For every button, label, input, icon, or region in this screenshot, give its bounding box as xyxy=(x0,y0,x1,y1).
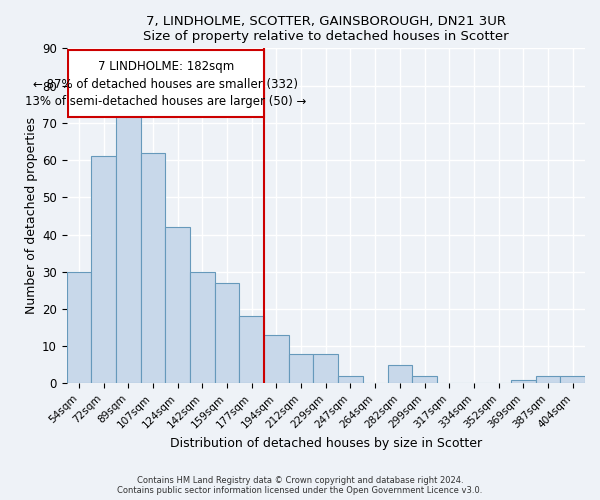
X-axis label: Distribution of detached houses by size in Scotter: Distribution of detached houses by size … xyxy=(170,437,482,450)
Y-axis label: Number of detached properties: Number of detached properties xyxy=(25,118,38,314)
Bar xyxy=(215,283,239,384)
Bar xyxy=(289,354,313,384)
Bar xyxy=(239,316,264,384)
Bar xyxy=(140,152,166,384)
Bar xyxy=(536,376,560,384)
Bar xyxy=(166,227,190,384)
Bar xyxy=(313,354,338,384)
Bar xyxy=(190,272,215,384)
Bar xyxy=(91,156,116,384)
Text: 13% of semi-detached houses are larger (50) →: 13% of semi-detached houses are larger (… xyxy=(25,95,307,108)
FancyBboxPatch shape xyxy=(68,50,264,117)
Bar xyxy=(560,376,585,384)
Bar xyxy=(116,100,140,384)
Text: Contains HM Land Registry data © Crown copyright and database right 2024.
Contai: Contains HM Land Registry data © Crown c… xyxy=(118,476,482,495)
Text: ← 87% of detached houses are smaller (332): ← 87% of detached houses are smaller (33… xyxy=(34,78,298,91)
Bar xyxy=(388,365,412,384)
Text: 7 LINDHOLME: 182sqm: 7 LINDHOLME: 182sqm xyxy=(98,60,234,73)
Bar xyxy=(67,272,91,384)
Bar xyxy=(412,376,437,384)
Title: 7, LINDHOLME, SCOTTER, GAINSBOROUGH, DN21 3UR
Size of property relative to detac: 7, LINDHOLME, SCOTTER, GAINSBOROUGH, DN2… xyxy=(143,15,509,43)
Bar xyxy=(338,376,363,384)
Bar xyxy=(511,380,536,384)
Bar xyxy=(264,335,289,384)
